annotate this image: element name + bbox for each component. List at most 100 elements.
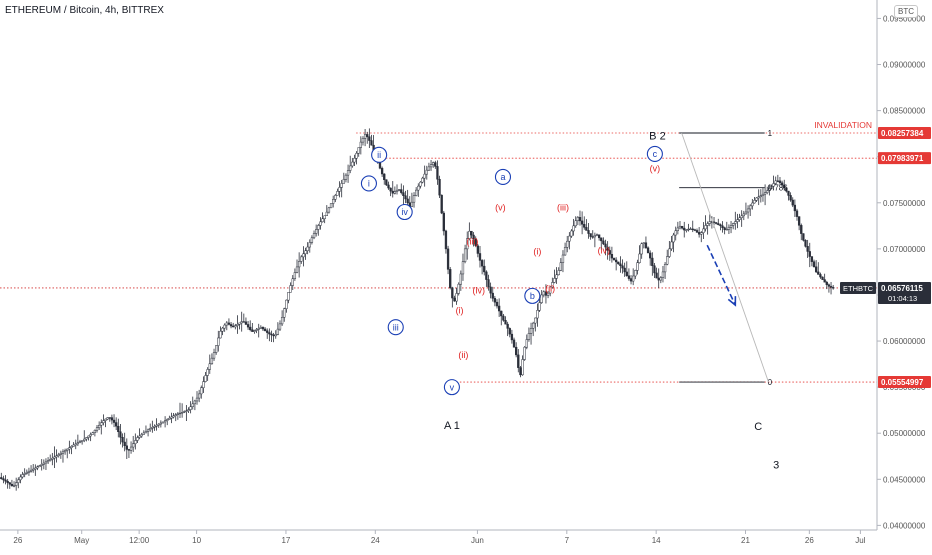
current-price-tag-bg xyxy=(878,281,931,304)
candle-body xyxy=(361,138,365,143)
candle-body xyxy=(174,414,177,417)
candle-body xyxy=(332,199,335,204)
wave-label: (iii) xyxy=(466,236,478,246)
fib-diagonal-line xyxy=(681,132,769,383)
candle-body xyxy=(585,227,588,231)
candle-body xyxy=(25,472,28,474)
wave-label: (ii) xyxy=(545,284,555,294)
candle-body xyxy=(368,136,371,141)
candle-body xyxy=(27,471,31,473)
candle-body xyxy=(566,240,569,248)
candle-body xyxy=(695,230,699,233)
candle-body xyxy=(476,245,480,254)
candle-body xyxy=(129,446,133,451)
candle-body xyxy=(512,339,516,348)
current-price-value: 0.06576115 xyxy=(881,284,923,293)
wave-label-circled: iv xyxy=(401,207,408,217)
candle-body xyxy=(787,190,790,196)
candle-body xyxy=(229,324,233,327)
candle-body xyxy=(97,424,101,428)
candle-body xyxy=(187,409,190,412)
candle-body xyxy=(217,337,220,346)
candle-body xyxy=(536,310,539,319)
candle-body xyxy=(40,464,43,466)
candle-body xyxy=(493,298,497,303)
candle-body xyxy=(327,207,331,213)
candle-body xyxy=(63,450,67,453)
candle-body xyxy=(529,327,533,334)
candle-body xyxy=(625,271,628,277)
candle-body xyxy=(783,184,786,189)
wave-label: (ii) xyxy=(458,350,468,360)
candle-body xyxy=(423,173,426,179)
candle-body xyxy=(723,227,726,230)
wave-labels-layer: iiiiviiivabc(v)(iii)(iv)(i)(ii)(i)(ii)(i… xyxy=(360,130,779,471)
wave-label-circled: iii xyxy=(393,322,399,332)
wave-label: (v) xyxy=(495,202,506,212)
candle-body xyxy=(285,299,288,309)
candle-body xyxy=(636,262,639,271)
candle-body xyxy=(546,292,550,296)
wave-label-circled: b xyxy=(530,291,535,301)
candle-body xyxy=(568,235,571,242)
candle-body xyxy=(815,266,818,273)
candle-body xyxy=(576,217,580,221)
candle-body xyxy=(74,443,77,446)
candle-body xyxy=(742,213,745,217)
candle-body xyxy=(200,387,203,395)
candle-body xyxy=(210,357,214,365)
wave-label-circle xyxy=(387,319,404,336)
candle-body xyxy=(232,325,235,328)
candle-body xyxy=(634,270,637,277)
candle-body xyxy=(491,292,494,299)
candle-body xyxy=(700,232,703,235)
candle-body xyxy=(325,211,328,216)
candle-body xyxy=(46,460,50,463)
candle-body xyxy=(683,227,686,231)
candle-body xyxy=(351,161,354,167)
candle-body xyxy=(644,242,648,249)
time-tick-label: 24 xyxy=(371,536,380,545)
candle-body xyxy=(227,322,231,325)
candle-body xyxy=(591,236,594,238)
candle-body xyxy=(378,162,382,169)
candle-body xyxy=(387,184,390,189)
candle-body xyxy=(497,305,501,312)
candle-body xyxy=(253,330,256,332)
candle-body xyxy=(823,279,826,283)
candle-body xyxy=(346,170,350,176)
candle-body xyxy=(612,257,616,261)
candle-body xyxy=(406,198,409,204)
candle-body xyxy=(800,225,803,234)
candle-body xyxy=(549,286,552,294)
candle-body xyxy=(338,187,341,192)
candle-body xyxy=(706,223,709,226)
candle-body xyxy=(53,456,56,459)
candle-body xyxy=(136,437,139,441)
candle-body xyxy=(693,229,697,231)
candle-body xyxy=(66,448,69,451)
candle-body xyxy=(134,440,137,445)
candle-body xyxy=(289,285,292,293)
candle-body xyxy=(68,447,71,450)
candle-body xyxy=(623,267,626,273)
candle-body xyxy=(291,278,294,286)
currency-badge[interactable]: BTC xyxy=(894,5,918,18)
candle-body xyxy=(604,243,607,248)
candle-body xyxy=(478,253,482,261)
candle-body xyxy=(10,483,14,487)
candle-body xyxy=(646,247,650,254)
candle-body xyxy=(436,166,439,180)
candle-body xyxy=(393,191,397,194)
candle-body xyxy=(366,134,369,137)
candle-body xyxy=(459,273,462,285)
candle-body xyxy=(578,217,582,222)
candle-body xyxy=(261,326,265,330)
candle-body xyxy=(78,441,82,444)
candle-body xyxy=(774,180,777,184)
candle-body xyxy=(293,272,297,279)
candle-body xyxy=(193,400,197,405)
candle-body xyxy=(755,197,758,201)
